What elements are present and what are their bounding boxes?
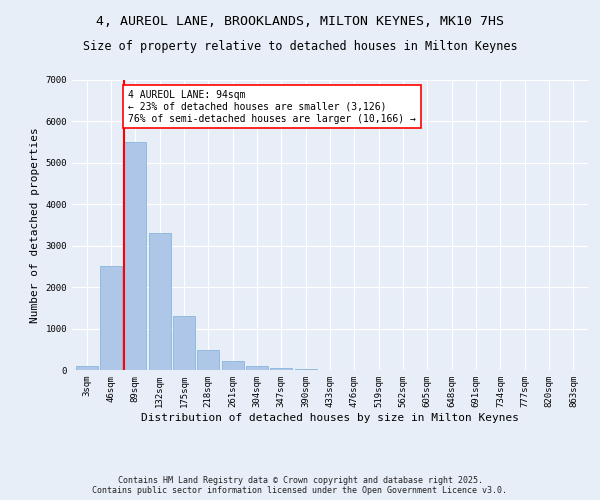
Bar [197,350,219,370]
Bar [271,368,292,370]
Bar [76,366,98,370]
Bar [149,234,170,370]
Text: 4, AUREOL LANE, BROOKLANDS, MILTON KEYNES, MK10 7HS: 4, AUREOL LANE, BROOKLANDS, MILTON KEYNE… [96,15,504,28]
Text: 4 AUREOL LANE: 94sqm
← 23% of detached houses are smaller (3,126)
76% of semi-de: 4 AUREOL LANE: 94sqm ← 23% of detached h… [128,90,416,124]
Bar [124,142,146,370]
X-axis label: Distribution of detached houses by size in Milton Keynes: Distribution of detached houses by size … [141,412,519,422]
Bar [295,369,317,370]
Text: Size of property relative to detached houses in Milton Keynes: Size of property relative to detached ho… [83,40,517,53]
Y-axis label: Number of detached properties: Number of detached properties [30,127,40,323]
Bar [221,361,244,370]
Bar [100,266,122,370]
Bar [246,366,268,370]
Bar [173,316,195,370]
Text: Contains HM Land Registry data © Crown copyright and database right 2025.
Contai: Contains HM Land Registry data © Crown c… [92,476,508,495]
